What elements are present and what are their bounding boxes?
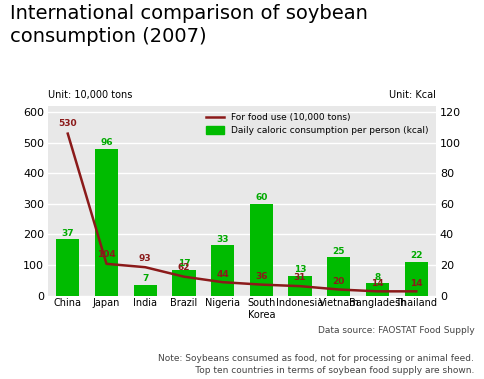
Bar bbox=[56, 239, 79, 296]
Text: Unit: 10,000 tons: Unit: 10,000 tons bbox=[48, 91, 133, 100]
Text: Data source: FAOSTAT Food Supply: Data source: FAOSTAT Food Supply bbox=[318, 326, 474, 335]
Text: 62: 62 bbox=[178, 263, 190, 272]
Legend: For food use (10,000 tons), Daily caloric consumption per person (kcal): For food use (10,000 tons), Daily calori… bbox=[203, 111, 431, 138]
Text: 37: 37 bbox=[61, 229, 74, 238]
Text: 13: 13 bbox=[294, 265, 306, 274]
Text: 44: 44 bbox=[216, 269, 229, 279]
Bar bbox=[250, 204, 273, 296]
Bar bbox=[327, 257, 350, 296]
Text: Unit: Kcal: Unit: Kcal bbox=[389, 91, 436, 100]
Text: 104: 104 bbox=[97, 250, 116, 259]
Bar bbox=[134, 285, 157, 296]
Text: 93: 93 bbox=[139, 254, 151, 263]
Bar bbox=[172, 269, 196, 296]
Bar bbox=[405, 262, 428, 296]
Text: 17: 17 bbox=[178, 259, 190, 268]
Text: 14: 14 bbox=[371, 279, 384, 288]
Text: 31: 31 bbox=[294, 274, 306, 282]
Text: 530: 530 bbox=[59, 119, 77, 128]
Text: 14: 14 bbox=[410, 279, 423, 288]
Text: 8: 8 bbox=[375, 273, 380, 282]
Text: 60: 60 bbox=[255, 193, 268, 202]
Bar bbox=[366, 283, 389, 296]
Text: 33: 33 bbox=[216, 235, 229, 244]
Text: International comparison of soybean
consumption (2007): International comparison of soybean cons… bbox=[10, 4, 367, 46]
Bar bbox=[288, 276, 312, 296]
Bar bbox=[95, 149, 118, 296]
Bar bbox=[211, 245, 234, 296]
Text: 25: 25 bbox=[333, 247, 345, 256]
Text: 20: 20 bbox=[333, 277, 345, 286]
Text: 96: 96 bbox=[100, 138, 113, 147]
Text: Note: Soybeans consumed as food, not for processing or animal feed.
     Top ten: Note: Soybeans consumed as food, not for… bbox=[158, 354, 474, 375]
Text: 7: 7 bbox=[142, 274, 149, 283]
Text: 36: 36 bbox=[255, 272, 268, 281]
Text: 22: 22 bbox=[410, 252, 423, 260]
